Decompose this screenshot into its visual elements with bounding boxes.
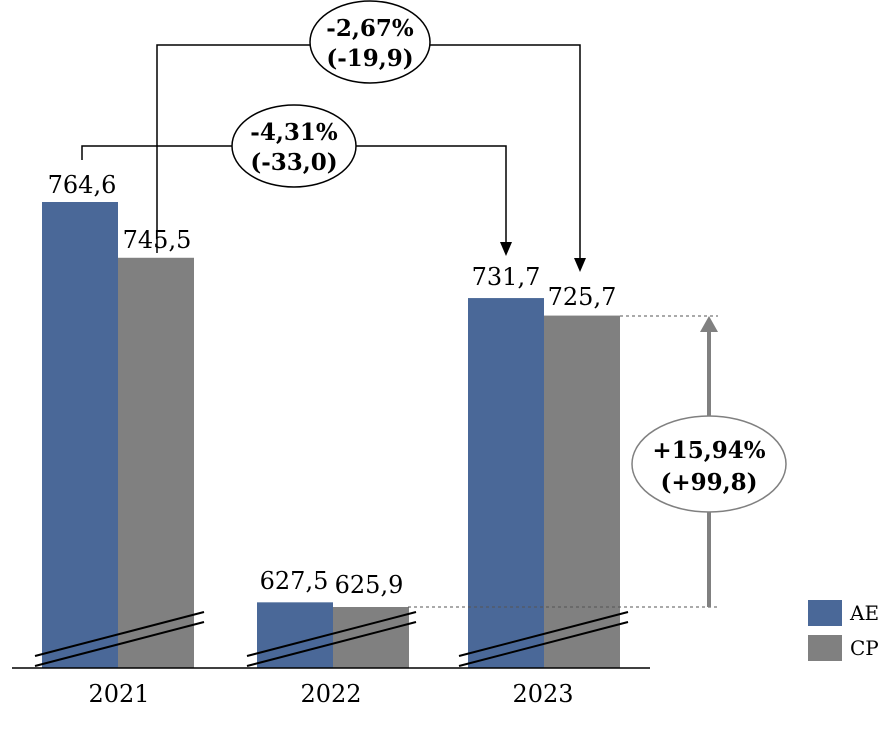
legend: AE CP xyxy=(808,600,879,661)
tick-label-2021: 2021 xyxy=(88,680,149,708)
annotation-growth-abs: (+99,8) xyxy=(660,469,757,496)
bar-cp-2021 xyxy=(118,257,194,668)
legend-label-ae: AE xyxy=(849,601,879,625)
bar-cp-2023 xyxy=(544,315,620,668)
growth-arrowhead xyxy=(700,316,718,332)
value-label-ae-2022: 627,5 xyxy=(260,567,329,595)
tick-label-2022: 2022 xyxy=(300,680,361,708)
connector-ae-2021-2023 xyxy=(81,145,507,242)
annotation-bubble-growth xyxy=(631,415,787,513)
annotation-ae-abs: (-33,0) xyxy=(250,149,337,176)
annotation-growth-pct: +15,94% xyxy=(652,437,765,464)
legend-label-cp: CP xyxy=(850,636,879,660)
axis-break-2021 xyxy=(34,611,205,667)
annotation-ae-pct: -4,31% xyxy=(250,119,338,146)
legend-swatch-ae xyxy=(808,600,842,626)
connector-cp-2021-2023 xyxy=(156,44,581,258)
annotation-bubble-ae xyxy=(231,104,357,188)
axis-break-2022 xyxy=(246,611,417,667)
annotation-bubble-cp xyxy=(309,0,431,84)
value-label-ae-2021: 764,6 xyxy=(48,171,117,199)
annotation-cp-abs: (-19,9) xyxy=(326,45,413,72)
annotation-cp-pct: -2,67% xyxy=(326,15,414,42)
arrowhead-cp-2023 xyxy=(574,258,586,272)
axis-break-2023 xyxy=(458,611,629,667)
tick-label-2023: 2023 xyxy=(512,680,573,708)
value-label-cp-2022: 625,9 xyxy=(335,571,404,599)
bar-ae-2021 xyxy=(42,202,118,668)
bar-ae-2023 xyxy=(468,298,544,668)
legend-swatch-cp xyxy=(808,635,842,661)
bar-ae-2022 xyxy=(257,602,333,668)
value-label-ae-2023: 731,7 xyxy=(472,263,541,291)
arrowhead-ae-2023 xyxy=(500,242,512,256)
value-label-cp-2023: 725,7 xyxy=(548,283,617,311)
